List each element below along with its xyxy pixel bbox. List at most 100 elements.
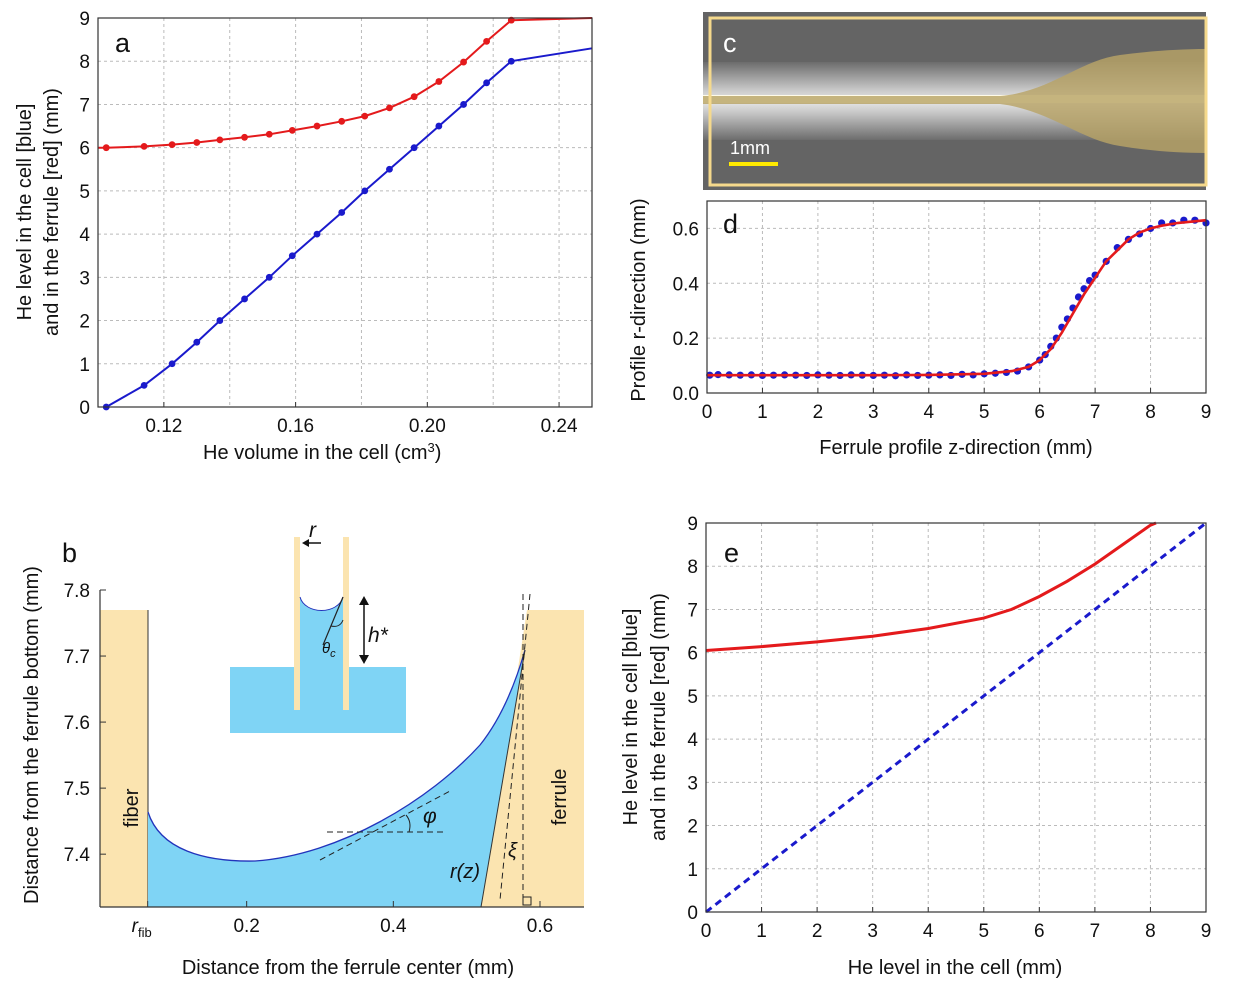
b-ytick-label: 7.8 xyxy=(64,581,90,602)
phi-angle-arc xyxy=(405,814,411,833)
a-data-point xyxy=(435,78,443,85)
panel-c-letter: c xyxy=(723,28,737,58)
e-xtick-label: 6 xyxy=(1034,921,1045,942)
d-ytick-label: 0.4 xyxy=(673,274,700,295)
inset-r-label: r xyxy=(309,519,317,542)
panel-d-letter: d xyxy=(723,209,738,239)
phi-label: φ xyxy=(423,805,437,828)
a-data-point xyxy=(361,187,369,195)
helium-meniscus-region xyxy=(148,650,525,907)
a-ytick-label: 7 xyxy=(79,95,90,116)
a-data-point xyxy=(288,126,296,134)
inset-h-label: h* xyxy=(368,624,389,647)
panel-d-xlabel: Ferrule profile z-direction (mm) xyxy=(819,437,1092,459)
a-data-point xyxy=(460,101,467,108)
panel-b-letter: b xyxy=(62,538,77,568)
e-ytick-label: 5 xyxy=(687,687,698,708)
d-series-line-2 xyxy=(707,218,1207,377)
inset-contact-tangent xyxy=(322,596,344,646)
e-series-line-2 xyxy=(705,521,1207,914)
panel-e-frame xyxy=(705,522,1207,913)
b-ytick-label: 7.6 xyxy=(64,713,90,734)
inset-theta-arc xyxy=(330,619,344,627)
b-ytick-label: 7.4 xyxy=(64,845,91,866)
a-ytick-label: 2 xyxy=(79,312,90,333)
e-ytick-label: 1 xyxy=(687,860,698,881)
a-xtick-label: 0.24 xyxy=(541,416,578,437)
a-data-point xyxy=(338,209,346,216)
panel-c-scalebar-label: 1mm xyxy=(730,138,770,158)
a-series-line-1 xyxy=(98,17,593,149)
a-data-point xyxy=(140,142,148,150)
a-data-point xyxy=(216,136,224,144)
panel-b-xlabel: Distance from the ferrule center (mm) xyxy=(182,957,514,979)
e-ytick-label: 0 xyxy=(687,903,698,924)
a-data-point xyxy=(168,360,176,368)
panel-a-chart: 0.12 0.16 0.20 0.24 0 1 2 3 4 5 6 7 8 9 a He volume i… xyxy=(14,9,593,464)
a-xtick-label: 0.12 xyxy=(145,416,182,437)
inset-r-arrowhead xyxy=(302,539,309,547)
ferrule-wall xyxy=(481,610,584,907)
meniscus-curve xyxy=(147,649,526,862)
d-xtick-label: 1 xyxy=(757,402,768,423)
d-xtick-label: 5 xyxy=(979,402,990,423)
e-ytick-label: 4 xyxy=(687,730,698,751)
panel-a-frame xyxy=(97,17,593,408)
a-data-point xyxy=(435,122,443,130)
a-ytick-label: 9 xyxy=(79,9,90,30)
panel-a-ylabel-line2: and in the ferrule [red] (mm) xyxy=(41,88,63,336)
panel-e-letter: e xyxy=(724,538,739,568)
a-data-point xyxy=(410,144,418,152)
e-xtick-label: 8 xyxy=(1145,921,1156,942)
inset-h-arrowhead-bottom xyxy=(359,655,369,664)
a-data-point xyxy=(241,295,248,303)
panel-e-chart: 0 1 2 3 4 5 6 7 8 9 0 1 2 3 4 5 6 7 8 9 e He level in the c… xyxy=(620,514,1211,979)
panel-a-letter: a xyxy=(115,28,131,58)
e-xtick-label: 9 xyxy=(1201,921,1212,942)
b-xtick-label: 0.4 xyxy=(380,916,407,937)
inset-column xyxy=(300,597,343,667)
panel-e-ylabel-line2: and in the ferrule [red] (mm) xyxy=(648,593,670,841)
inset-theta-label: θc xyxy=(322,640,336,660)
a-ytick-label: 6 xyxy=(79,139,90,160)
e-ytick-label: 9 xyxy=(687,514,698,535)
d-xtick-label: 9 xyxy=(1201,402,1212,423)
inset-meniscus-cut xyxy=(300,586,343,611)
a-data-point xyxy=(193,338,201,346)
panel-b-ylabel: Distance from the ferrule bottom (mm) xyxy=(21,566,43,904)
d-xtick-label: 4 xyxy=(923,402,934,423)
d-ytick-label: 0.6 xyxy=(673,219,699,240)
e-xtick-label: 4 xyxy=(923,921,934,942)
e-xtick-label: 2 xyxy=(812,921,823,942)
e-ytick-label: 7 xyxy=(687,600,698,621)
a-data-point xyxy=(193,139,201,146)
a-data-point xyxy=(361,112,369,120)
panel-e-xlabel: He level in the cell (mm) xyxy=(848,957,1063,979)
e-ytick-label: 3 xyxy=(687,773,698,794)
d-xtick-label: 0 xyxy=(702,402,713,423)
a-data-point xyxy=(386,165,393,173)
inset-wall-left xyxy=(294,537,300,710)
a-data-point xyxy=(102,144,110,152)
panel-a-ylabel-line1: He level in the cell [blue] xyxy=(14,104,36,321)
inset-bath xyxy=(230,667,406,733)
panel-c-ferrule-fill xyxy=(703,49,1206,153)
e-xtick-label: 5 xyxy=(978,921,989,942)
e-ytick-label: 8 xyxy=(687,557,698,578)
a-data-point xyxy=(265,273,273,281)
panel-d-frame xyxy=(706,200,1207,394)
b-xtick-label: rfib xyxy=(132,916,152,940)
a-data-point xyxy=(216,317,224,324)
phi-tangent-line xyxy=(319,789,453,861)
a-data-point xyxy=(410,93,418,101)
panel-b-diagram: fiber ferrule r(z) φ ξ r h* θc rfib 0.2 0.… xyxy=(21,519,584,979)
fiber-label: fiber xyxy=(121,788,143,827)
d-xtick-label: 6 xyxy=(1034,402,1045,423)
b-xtick-label: 0.6 xyxy=(527,916,553,937)
a-xtick-label: 0.20 xyxy=(409,416,446,437)
right-angle-marker xyxy=(522,896,532,906)
a-data-point xyxy=(168,141,176,149)
e-xtick-label: 1 xyxy=(756,921,767,942)
a-data-point xyxy=(265,130,273,138)
a-ytick-label: 4 xyxy=(79,225,90,246)
